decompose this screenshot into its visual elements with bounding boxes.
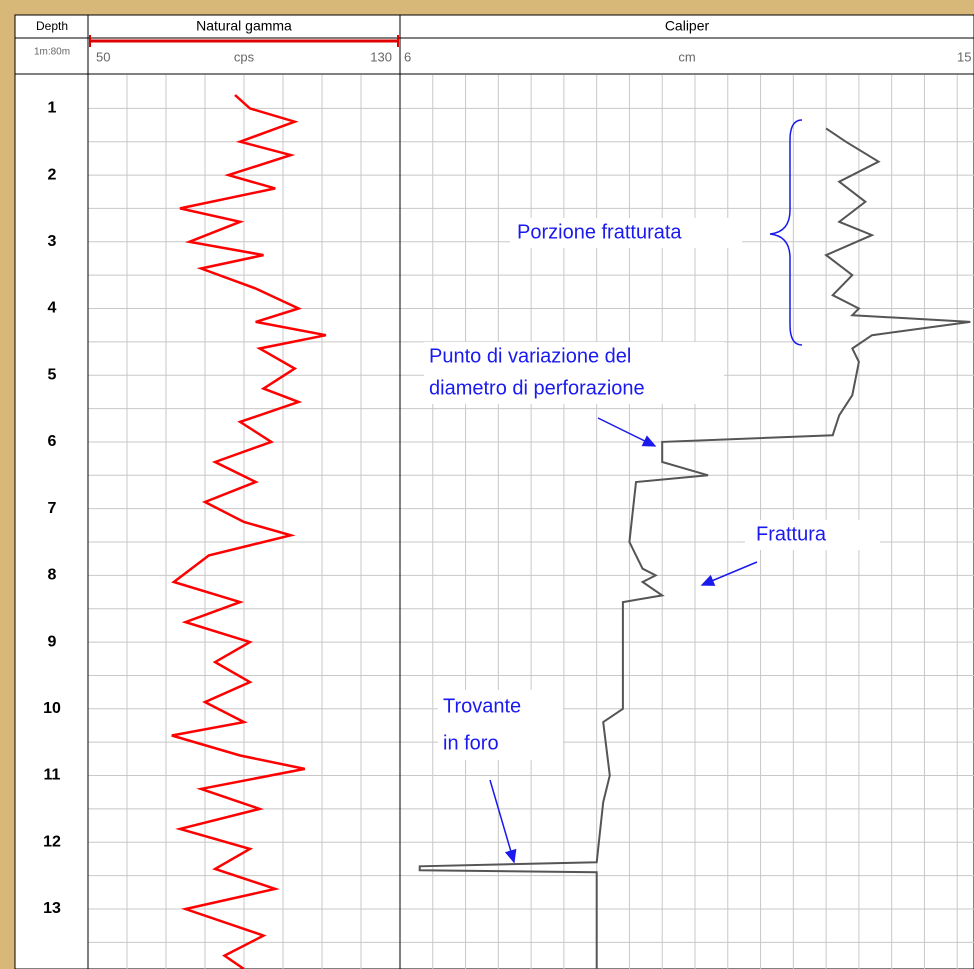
track-max: 130 bbox=[370, 49, 392, 64]
depth-label: 8 bbox=[48, 567, 57, 584]
track-max: 15 bbox=[957, 49, 971, 64]
annotation: Punto di variazione del bbox=[429, 345, 631, 367]
annotation: Porzione fratturata bbox=[517, 221, 682, 243]
annotation: Frattura bbox=[756, 523, 827, 545]
depth-label: 4 bbox=[48, 300, 57, 317]
depth-scale: 1m:80m bbox=[34, 47, 70, 58]
brace bbox=[769, 119, 803, 346]
annotation: Trovante bbox=[443, 695, 521, 717]
depth-label: 9 bbox=[48, 633, 57, 650]
depth-label: 3 bbox=[48, 233, 57, 250]
log-curve bbox=[418, 127, 971, 969]
depth-label: 1 bbox=[48, 100, 57, 117]
arrow bbox=[700, 561, 758, 586]
arrow bbox=[489, 779, 517, 864]
arrow bbox=[597, 417, 657, 447]
label-bg bbox=[510, 218, 742, 248]
annotation: in foro bbox=[443, 732, 499, 754]
depth-label: 5 bbox=[48, 366, 57, 383]
label-bg bbox=[424, 342, 724, 404]
depth-label: 14 bbox=[43, 967, 61, 969]
track-unit: cm bbox=[678, 49, 695, 64]
track-title: Natural gamma bbox=[196, 18, 292, 34]
log-curve bbox=[171, 94, 327, 969]
annotation: diametro di perforazione bbox=[429, 377, 645, 399]
track-min: 50 bbox=[96, 49, 110, 64]
chart-frame bbox=[14, 14, 974, 969]
depth-label: 13 bbox=[43, 900, 61, 917]
depth-title: Depth bbox=[36, 19, 68, 33]
depth-label: 11 bbox=[44, 767, 61, 784]
depth-label: 2 bbox=[48, 166, 57, 183]
depth-label: 12 bbox=[43, 833, 61, 850]
depth-label: 10 bbox=[43, 700, 61, 717]
track-unit: cps bbox=[234, 49, 255, 64]
depth-label: 7 bbox=[48, 500, 57, 517]
track-min: 6 bbox=[404, 49, 411, 64]
depth-label: 6 bbox=[48, 433, 57, 450]
track-title: Caliper bbox=[665, 18, 710, 34]
label-bg bbox=[745, 520, 880, 550]
label-bg bbox=[438, 690, 563, 760]
